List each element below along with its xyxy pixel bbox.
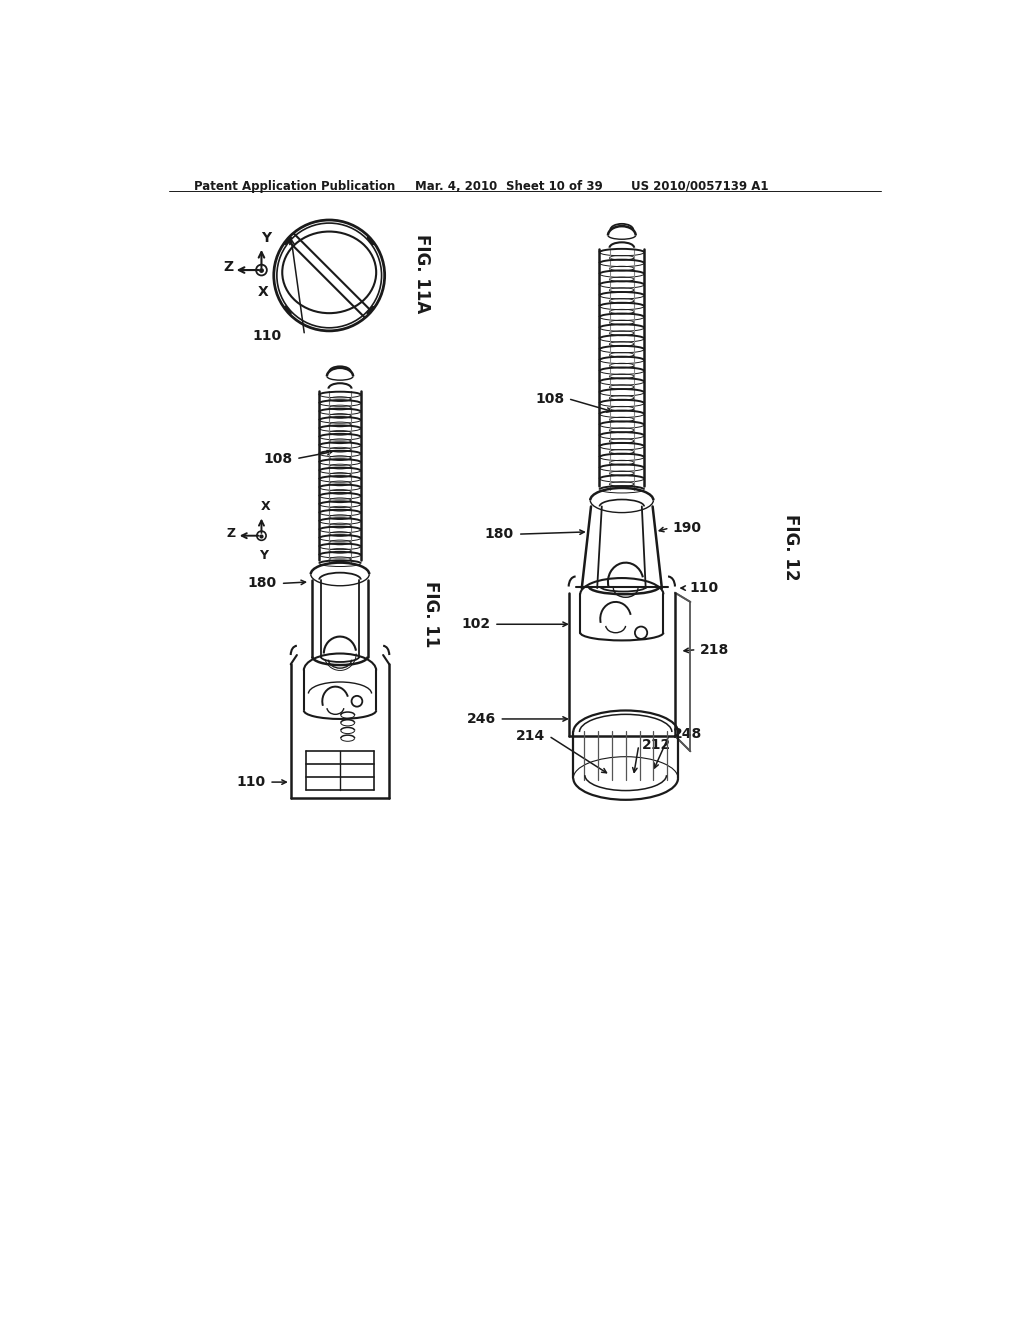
Text: 248: 248 [673,727,701,742]
Text: Sheet 10 of 39: Sheet 10 of 39 [506,180,603,193]
Text: 190: 190 [673,521,701,535]
Text: 212: 212 [642,738,671,752]
Text: 110: 110 [689,581,719,595]
Text: Z: Z [223,260,233,275]
Text: X: X [260,500,270,513]
Text: 218: 218 [699,643,729,656]
Text: Y: Y [259,549,268,562]
Text: Y: Y [261,231,271,244]
Text: X: X [258,285,268,298]
Text: 108: 108 [263,451,292,466]
Text: Mar. 4, 2010: Mar. 4, 2010 [416,180,498,193]
Text: 110: 110 [237,775,265,789]
Text: Patent Application Publication: Patent Application Publication [194,180,395,193]
Text: 110: 110 [252,329,282,342]
Text: 180: 180 [248,577,276,590]
Text: Z: Z [227,527,236,540]
Text: US 2010/0057139 A1: US 2010/0057139 A1 [631,180,769,193]
Text: 180: 180 [485,527,514,541]
Text: FIG. 11A: FIG. 11A [413,234,431,314]
Text: 108: 108 [535,392,564,405]
Text: FIG. 12: FIG. 12 [782,513,800,581]
Text: 214: 214 [515,729,545,743]
Text: FIG. 11: FIG. 11 [422,581,440,647]
Text: 102: 102 [461,618,490,631]
Text: 246: 246 [466,711,496,726]
